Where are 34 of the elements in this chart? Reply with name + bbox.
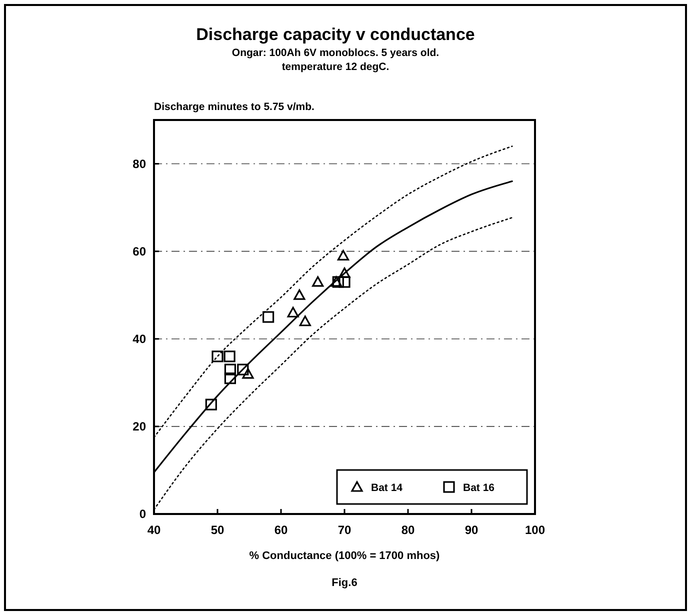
point [294, 289, 306, 300]
point [312, 276, 324, 287]
y-tick-label: 60 [132, 244, 146, 258]
point [224, 350, 236, 362]
y-axis-title: Discharge minutes to 5.75 v/mb. [154, 101, 315, 113]
point [338, 276, 350, 288]
point [224, 372, 236, 384]
chart-title: Discharge capacity v conductance [196, 25, 475, 44]
x-tick-label: 100 [524, 523, 546, 537]
legend-label: Bat 14 [371, 482, 403, 494]
point [338, 267, 350, 278]
y-tick-label: 0 [139, 507, 146, 521]
chart-subtitle: Ongar: 100Ah 6V monoblocs. 5 years old. temperature 12 degC. [232, 47, 440, 73]
point [242, 368, 254, 379]
y-tick-label: 80 [132, 156, 146, 171]
point [287, 306, 299, 318]
x-tick-label: 50 [210, 523, 224, 537]
x-axis-title: % Conductance (100% = 1700 mhos) [249, 550, 440, 562]
x-tick-label: 90 [464, 523, 478, 537]
y-tick-label: 20 [132, 419, 146, 434]
x-tick-label: 70 [338, 523, 352, 537]
point [212, 350, 224, 362]
y-tick-label: 40 [132, 332, 146, 346]
caption: Fig.6 [332, 577, 358, 589]
x-tick-label: 40 [147, 523, 161, 537]
point [205, 398, 217, 410]
point [262, 311, 274, 323]
point [237, 364, 249, 376]
x-tick-label: 80 [401, 523, 415, 537]
x-tick-label: 60 [274, 523, 288, 537]
point [224, 364, 236, 376]
point [299, 316, 311, 326]
legend-label: Bat 16 [463, 482, 495, 494]
point [337, 250, 350, 261]
